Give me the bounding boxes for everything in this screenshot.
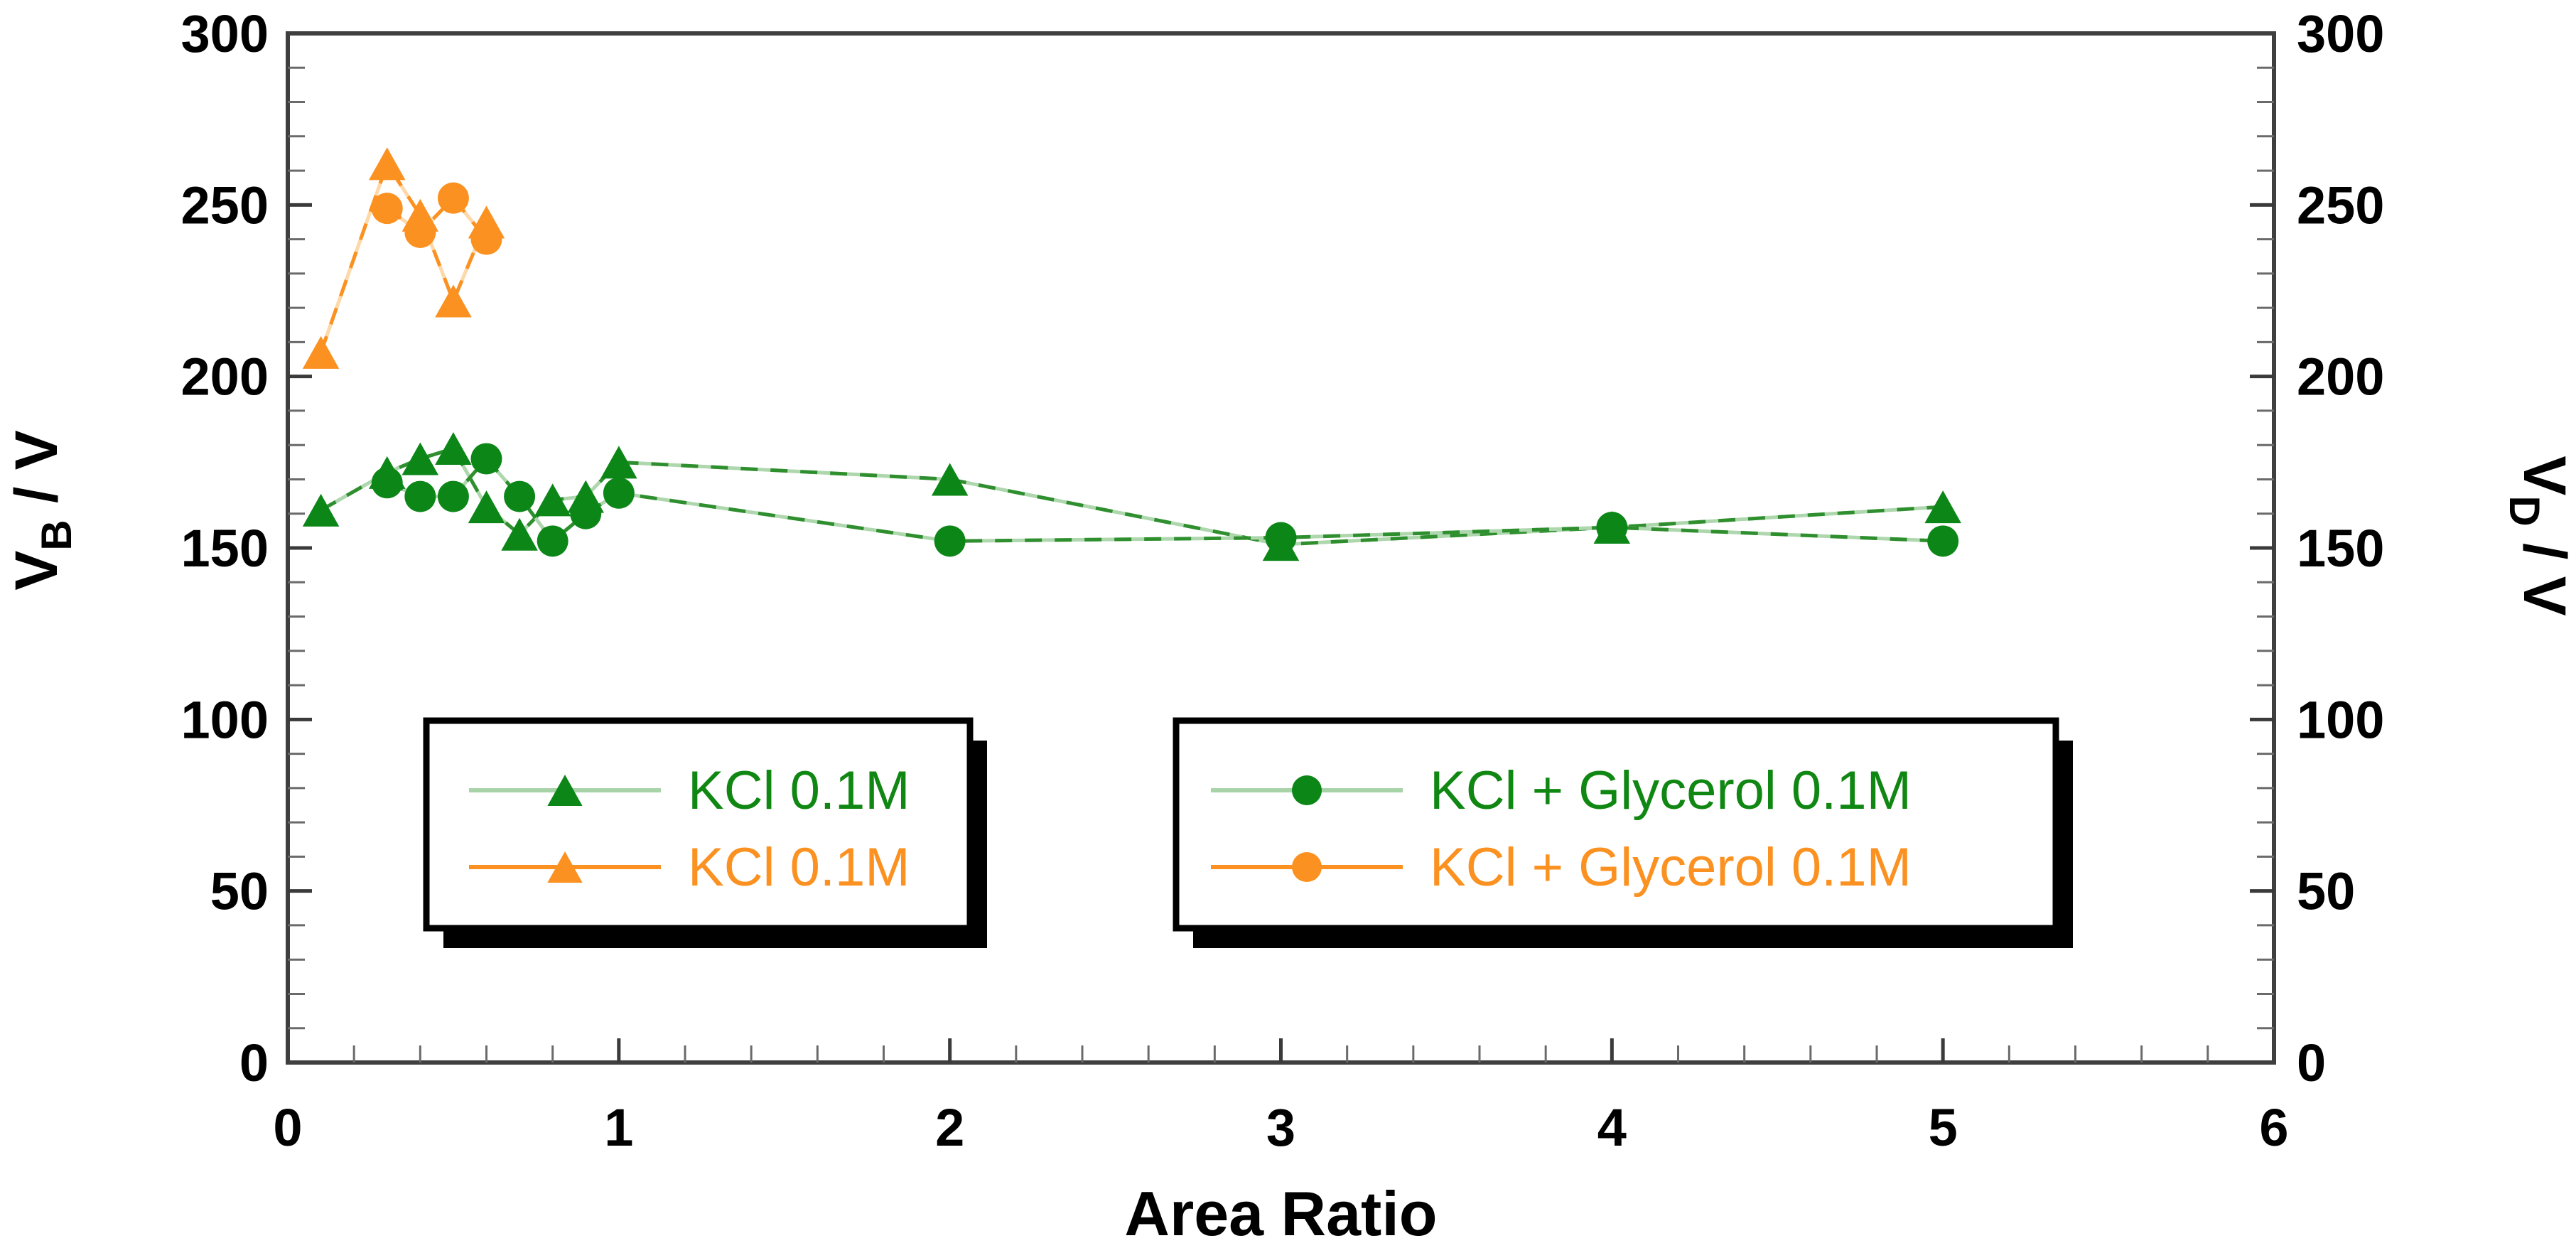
x-axis-tick-label: 1 xyxy=(604,1098,633,1157)
legend-box: KCl 0.1M KCl 0.1M xyxy=(423,717,987,948)
data-point-circle xyxy=(470,223,502,255)
data-point-circle xyxy=(470,443,502,475)
data-point-triangle xyxy=(600,446,637,479)
x-axis-tick-label: 6 xyxy=(2259,1098,2288,1157)
data-point-circle xyxy=(570,497,602,529)
legend-entry-label: KCl + Glycerol 0.1M xyxy=(1430,837,1912,898)
y-right-tick-label: 200 xyxy=(2297,348,2384,407)
y-left-axis-title: VB / V xyxy=(3,430,80,590)
x-axis-tick-label: 0 xyxy=(273,1098,302,1157)
data-point-triangle xyxy=(402,442,439,475)
y-right-tick-label: 250 xyxy=(2297,176,2384,235)
x-axis-title: Area Ratio xyxy=(1124,1178,1437,1248)
data-point-triangle xyxy=(435,432,472,466)
y-right-tick-label: 150 xyxy=(2297,519,2384,578)
data-point-triangle xyxy=(534,483,571,517)
y-right-tick-label: 300 xyxy=(2297,4,2384,63)
series-markers-layer xyxy=(302,147,1961,561)
data-point-circle xyxy=(603,477,635,509)
data-point-circle xyxy=(1927,525,1959,557)
data-point-circle xyxy=(437,182,469,214)
y-right-axis-title: VD / V xyxy=(2501,456,2576,615)
y-right-tick-label: 0 xyxy=(2297,1033,2326,1092)
series-line xyxy=(319,159,488,353)
y-left-tick-label: 150 xyxy=(181,519,269,578)
y-right-tick-label: 50 xyxy=(2297,862,2355,921)
legend-triangle-marker xyxy=(547,775,583,806)
data-point-circle xyxy=(504,480,536,512)
data-point-circle xyxy=(371,193,403,225)
legend-entry-label: KCl 0.1M xyxy=(688,760,910,821)
data-point-circle xyxy=(371,467,403,499)
data-point-triangle xyxy=(931,463,969,496)
y-left-tick-label: 50 xyxy=(210,862,269,921)
x-axis-tick-label: 5 xyxy=(1929,1098,1958,1157)
data-point-triangle xyxy=(1924,490,1961,524)
legend-box: KCl + Glycerol 0.1M KCl + Glycerol 0.1M xyxy=(1173,717,2073,948)
y-left-tick-label: 0 xyxy=(239,1033,269,1092)
data-point-circle xyxy=(537,525,568,557)
y-left-tick-label: 200 xyxy=(181,348,269,407)
data-point-circle xyxy=(404,480,436,512)
data-point-triangle xyxy=(368,147,406,181)
legend-entry-label: KCl 0.1M xyxy=(688,837,910,898)
y-left-tick-label: 300 xyxy=(181,4,269,63)
data-point-circle xyxy=(1265,522,1297,554)
data-point-circle xyxy=(1596,512,1628,544)
legend-circle-marker xyxy=(1292,852,1322,882)
data-point-triangle xyxy=(501,517,538,551)
data-point-triangle xyxy=(302,335,340,369)
legend-triangle-marker xyxy=(547,851,583,883)
data-point-circle xyxy=(437,480,469,512)
x-axis-tick-label: 3 xyxy=(1266,1098,1295,1157)
x-axis-tick-label: 2 xyxy=(935,1098,964,1157)
y-left-tick-label: 250 xyxy=(181,176,269,235)
data-point-circle xyxy=(404,216,436,248)
data-point-circle xyxy=(934,525,966,557)
legend-frame xyxy=(1173,717,2059,932)
data-point-triangle xyxy=(435,284,472,318)
legend-frame xyxy=(423,717,974,932)
data-point-triangle xyxy=(468,490,505,524)
x-axis-tick-label: 4 xyxy=(1597,1098,1627,1157)
legend-entry-label: KCl + Glycerol 0.1M xyxy=(1430,760,1912,821)
data-point-triangle xyxy=(302,493,340,527)
y-left-tick-label: 100 xyxy=(181,690,269,749)
series-line xyxy=(386,195,488,241)
legend-circle-marker xyxy=(1292,775,1322,805)
y-right-tick-label: 100 xyxy=(2297,690,2384,749)
